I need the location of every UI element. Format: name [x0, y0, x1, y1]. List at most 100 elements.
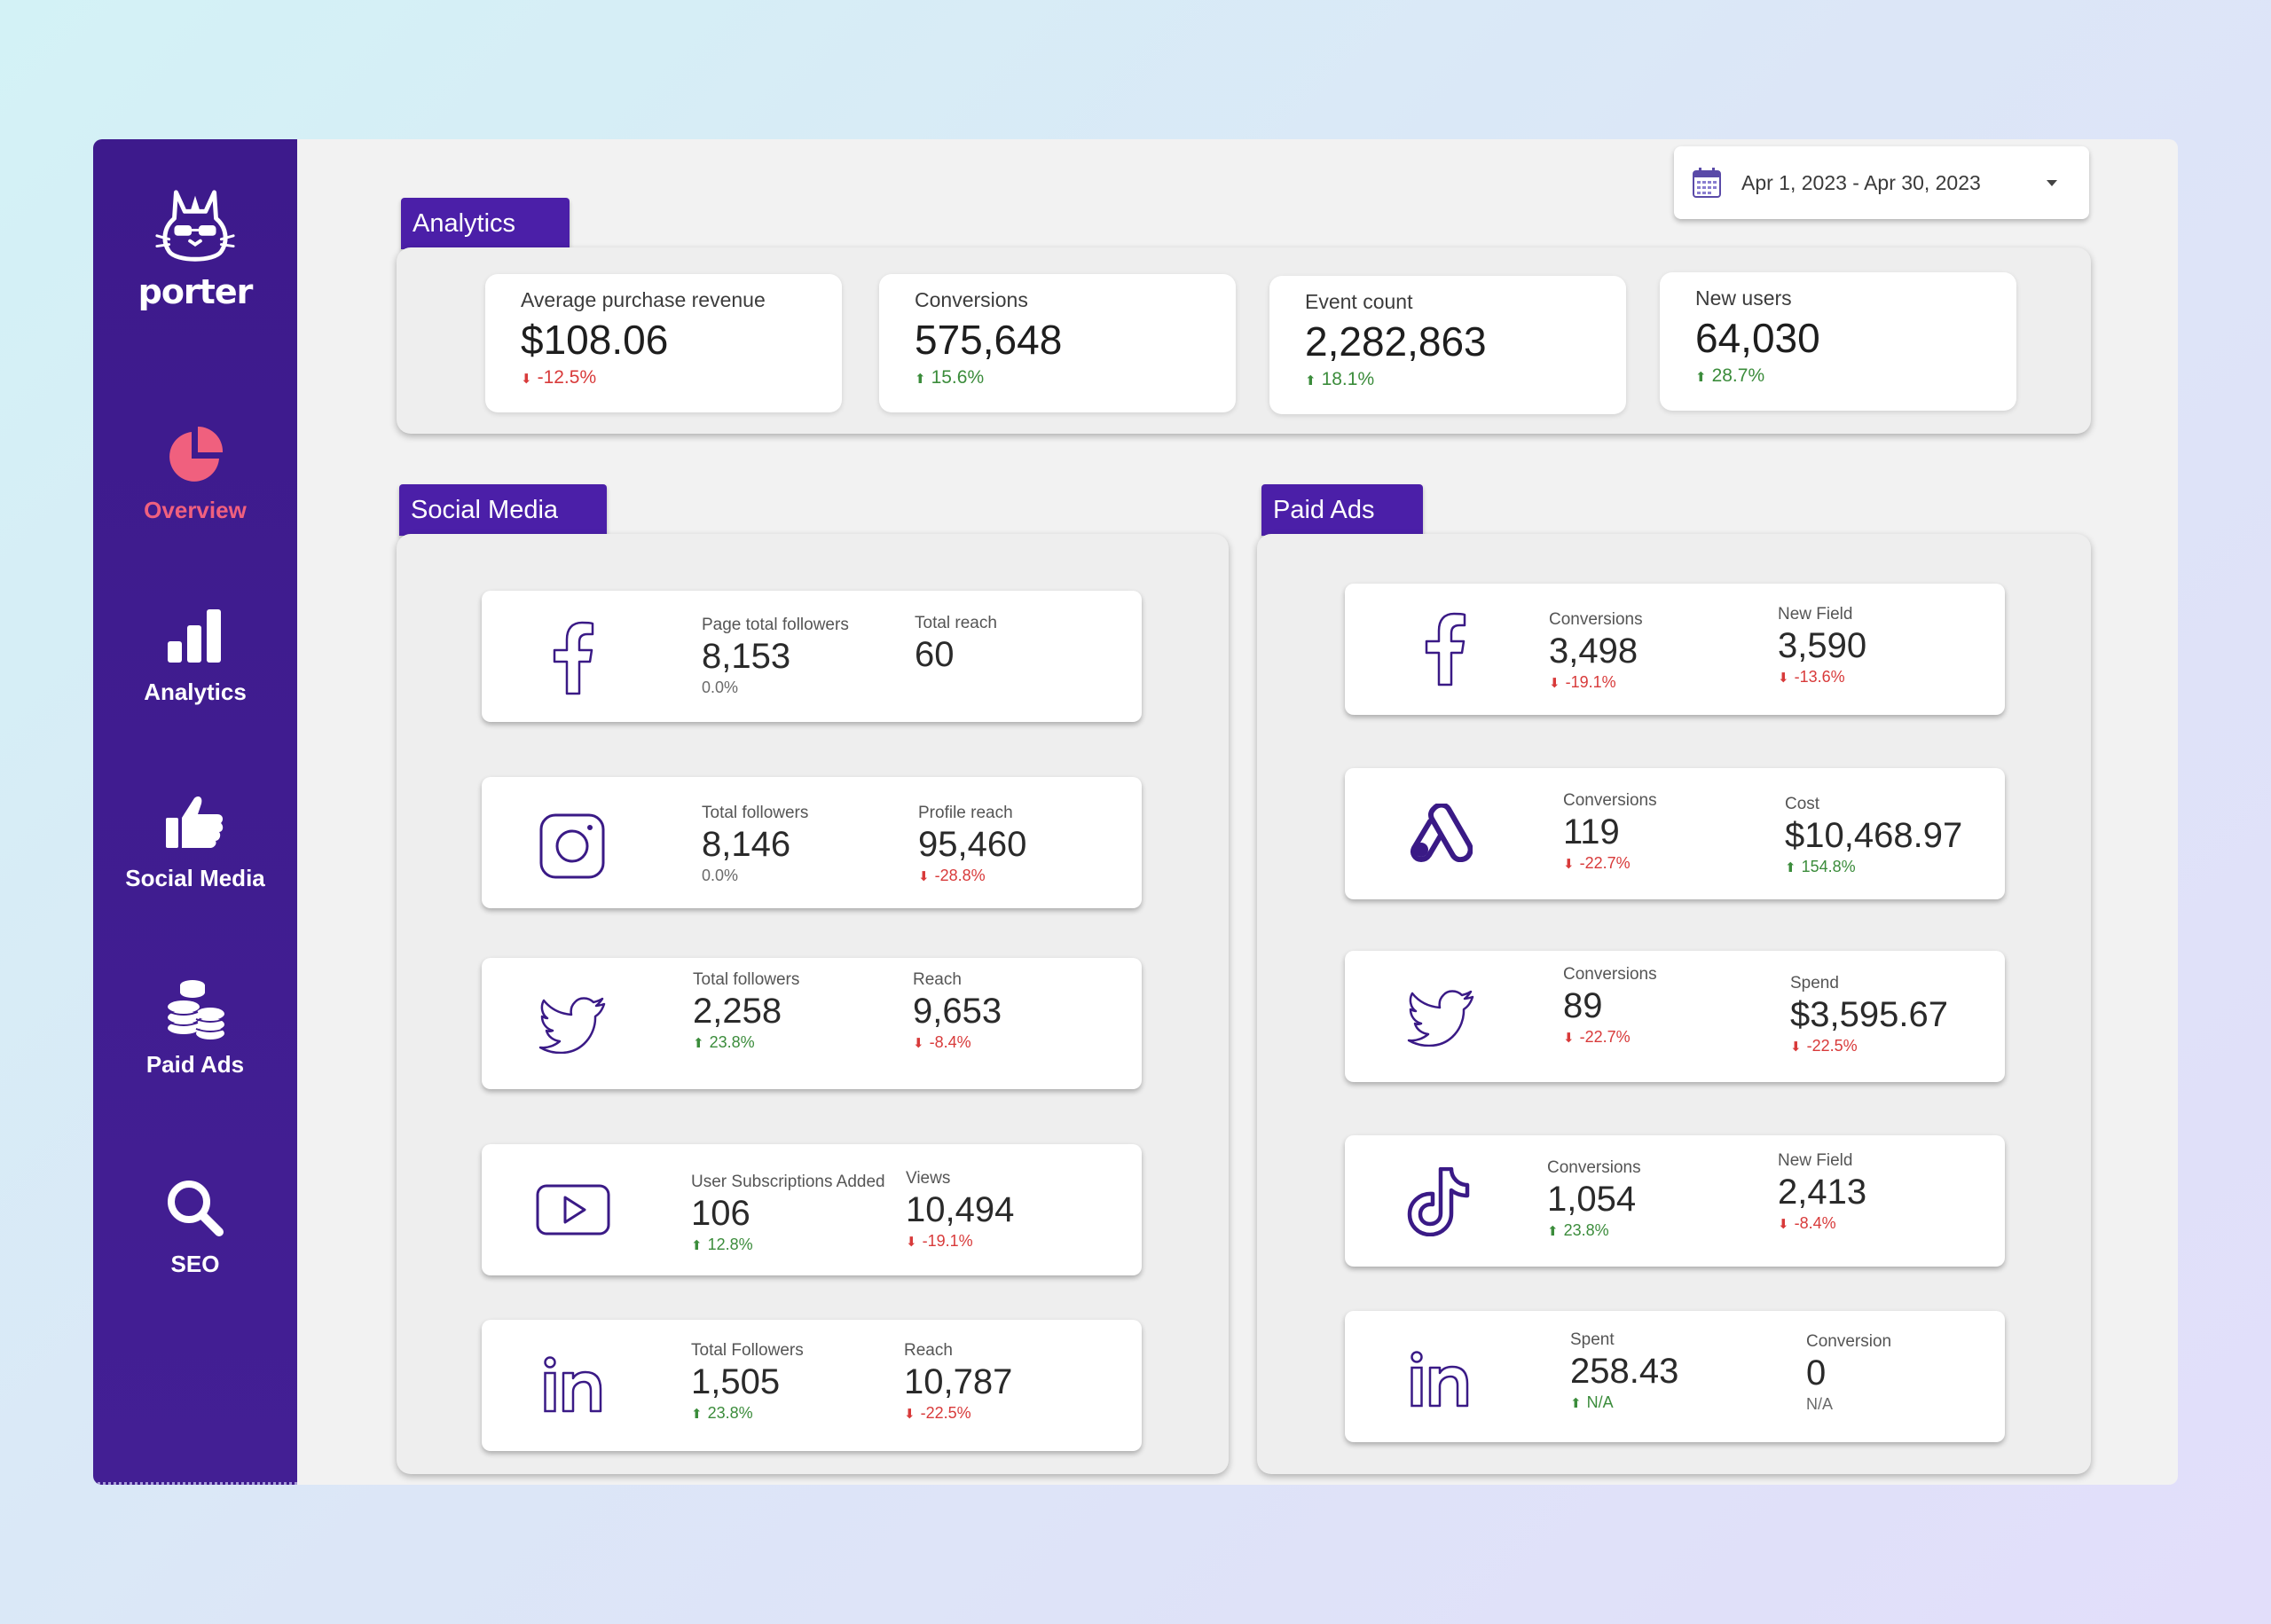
kpi-delta: ⬆ 15.6% — [915, 367, 985, 388]
nav-item-analytics[interactable]: Analytics — [93, 600, 297, 706]
arrow-up-icon: ⬆ — [1305, 373, 1316, 388]
ads-card-linkedin: Spent 258.43 ⬆ N/A Conversion 0 N/A — [1345, 1311, 2005, 1442]
social-media-panel: Page total followers 8,153 0.0% Total re… — [397, 534, 1229, 1474]
search-icon — [160, 1173, 231, 1243]
metric-value: $3,595.67 — [1790, 995, 1948, 1034]
nav-item-social-media[interactable]: Social Media — [93, 787, 297, 892]
kpi-delta: ⬇ -12.5% — [521, 367, 597, 388]
metric-label: Total Followers — [691, 1341, 804, 1360]
kpi-card: New users 64,030 ⬆ 28.7% — [1660, 272, 2016, 411]
nav-label: Social Media — [125, 865, 265, 891]
linkedin-icon — [1411, 1351, 1469, 1408]
kpi-value: 64,030 — [1695, 315, 1820, 361]
metric-delta: ⬇ -22.5% — [904, 1404, 971, 1422]
metric-label: Total followers — [702, 804, 809, 822]
metric-label: New Field — [1778, 1151, 1853, 1170]
metric-delta: ⬆ 23.8% — [1547, 1221, 1609, 1239]
dashboard-app: porter Overview Analytics — [93, 139, 2178, 1485]
section-title-social-media: Social Media — [399, 484, 607, 536]
chevron-down-icon[interactable] — [2047, 180, 2057, 186]
kpi-label: Conversions — [915, 288, 1028, 311]
ads-card-google-ads: Conversions 119 ⬇ -22.7% Cost $10,468.97 … — [1345, 768, 2005, 899]
coins-icon — [160, 973, 231, 1044]
metric: Total followers 2,258 ⬆ 23.8% — [693, 970, 799, 1052]
metric-label: New Field — [1778, 605, 1853, 624]
arrow-down-icon: ⬇ — [1778, 671, 1789, 686]
paid-ads-panel: Conversions 3,498 ⬇ -19.1% New Field 3,59… — [1257, 534, 2091, 1474]
nav-label: Overview — [144, 497, 247, 523]
nav-label: Paid Ads — [145, 1051, 245, 1078]
kpi-card: Event count 2,282,863 ⬆ 18.1% — [1269, 276, 1626, 414]
metric: New Field 3,590 ⬇ -13.6% — [1778, 605, 1866, 686]
bar-chart-icon — [160, 600, 231, 671]
metric-value: 1,054 — [1547, 1180, 1637, 1219]
metric-delta: ⬇ -13.6% — [1778, 668, 1845, 686]
metric-label: Reach — [913, 970, 962, 989]
metric-label: Conversions — [1549, 610, 1643, 629]
arrow-up-icon: ⬆ — [693, 1036, 704, 1051]
facebook-icon — [553, 621, 594, 695]
arrow-up-icon: ⬆ — [915, 372, 926, 387]
metric-delta: ⬇ -22.5% — [1790, 1037, 1858, 1055]
metric-label: Reach — [904, 1341, 953, 1360]
metric: User Subscriptions Added 106 ⬆ 12.8% — [691, 1173, 885, 1254]
sidebar: porter Overview Analytics — [93, 139, 297, 1485]
metric-label: Spend — [1790, 974, 1839, 992]
metric-value: 3,498 — [1549, 632, 1638, 671]
youtube-icon — [536, 1184, 610, 1236]
metric-label: Conversions — [1563, 965, 1657, 984]
metric-value: 2,413 — [1778, 1173, 1867, 1212]
thumbs-up-icon — [160, 787, 231, 858]
metric-label: Views — [906, 1169, 951, 1188]
kpi-value: $108.06 — [521, 317, 669, 363]
metric: Views 10,494 ⬇ -19.1% — [906, 1169, 1014, 1251]
cat-logo-icon — [155, 190, 235, 262]
pie-chart-icon — [160, 419, 231, 490]
metric: Conversions 119 ⬇ -22.7% — [1563, 791, 1657, 873]
ads-card-tiktok: Conversions 1,054 ⬆ 23.8% New Field 2,413… — [1345, 1135, 2005, 1267]
instagram-icon — [539, 813, 605, 879]
metric: Conversions 1,054 ⬆ 23.8% — [1547, 1158, 1641, 1240]
metric-value: 8,146 — [702, 825, 791, 864]
metric: Conversions 3,498 ⬇ -19.1% — [1549, 610, 1643, 692]
metric-delta: ⬆ N/A — [1570, 1393, 1614, 1411]
date-range-picker[interactable]: Apr 1, 2023 - Apr 30, 2023 — [1674, 146, 2089, 219]
kpi-value: 2,282,863 — [1305, 318, 1487, 365]
calendar-icon — [1693, 168, 1721, 198]
metric: Profile reach 95,460 ⬇ -28.8% — [918, 804, 1026, 885]
analytics-panel: Average purchase revenue $108.06 ⬇ -12.5%… — [397, 247, 2091, 434]
tiktok-icon — [1407, 1167, 1470, 1236]
kpi-card: Conversions 575,648 ⬆ 15.6% — [879, 274, 1236, 412]
arrow-down-icon: ⬇ — [913, 1036, 924, 1051]
metric: Total followers 8,146 0.0% — [702, 804, 808, 885]
metric-value: $10,468.97 — [1785, 816, 1963, 855]
brand-logo[interactable]: porter — [129, 184, 262, 311]
kpi-label: Event count — [1305, 290, 1413, 313]
metric-value: 258.43 — [1570, 1352, 1679, 1391]
section-title-analytics: Analytics — [401, 198, 570, 249]
ads-card-facebook: Conversions 3,498 ⬇ -19.1% New Field 3,59… — [1345, 584, 2005, 715]
metric-label: Conversion — [1806, 1332, 1892, 1351]
metric-delta: ⬆ 154.8% — [1785, 858, 1856, 875]
metric-delta: ⬇ -28.8% — [918, 867, 986, 884]
nav-item-overview[interactable]: Overview — [93, 419, 297, 524]
metric-delta: ⬆ 23.8% — [691, 1404, 753, 1422]
ads-card-twitter: Conversions 89 ⬇ -22.7% Spend $3,595.67 ⬇… — [1345, 951, 2005, 1082]
metric-label: Cost — [1785, 795, 1820, 813]
arrow-down-icon: ⬇ — [1563, 857, 1575, 872]
nav-item-seo[interactable]: SEO — [93, 1173, 297, 1278]
metric-value: 8,153 — [702, 637, 791, 676]
arrow-down-icon: ⬇ — [904, 1407, 915, 1422]
metric-value: 106 — [691, 1194, 750, 1233]
metric-label: Page total followers — [702, 616, 849, 634]
metric-value: 3,590 — [1778, 626, 1867, 665]
kpi-delta: ⬆ 18.1% — [1305, 369, 1375, 389]
nav-item-paid-ads[interactable]: Paid Ads — [93, 973, 297, 1079]
metric-value: 10,494 — [906, 1190, 1015, 1229]
metric-delta: ⬇ -22.7% — [1563, 854, 1631, 872]
kpi-value: 575,648 — [915, 317, 1063, 363]
metric-value: 95,460 — [918, 825, 1027, 864]
date-range-label: Apr 1, 2023 - Apr 30, 2023 — [1741, 170, 1981, 194]
social-card-instagram: Total followers 8,146 0.0% Profile reach… — [482, 777, 1142, 908]
metric-delta: ⬇ -19.1% — [906, 1232, 973, 1250]
